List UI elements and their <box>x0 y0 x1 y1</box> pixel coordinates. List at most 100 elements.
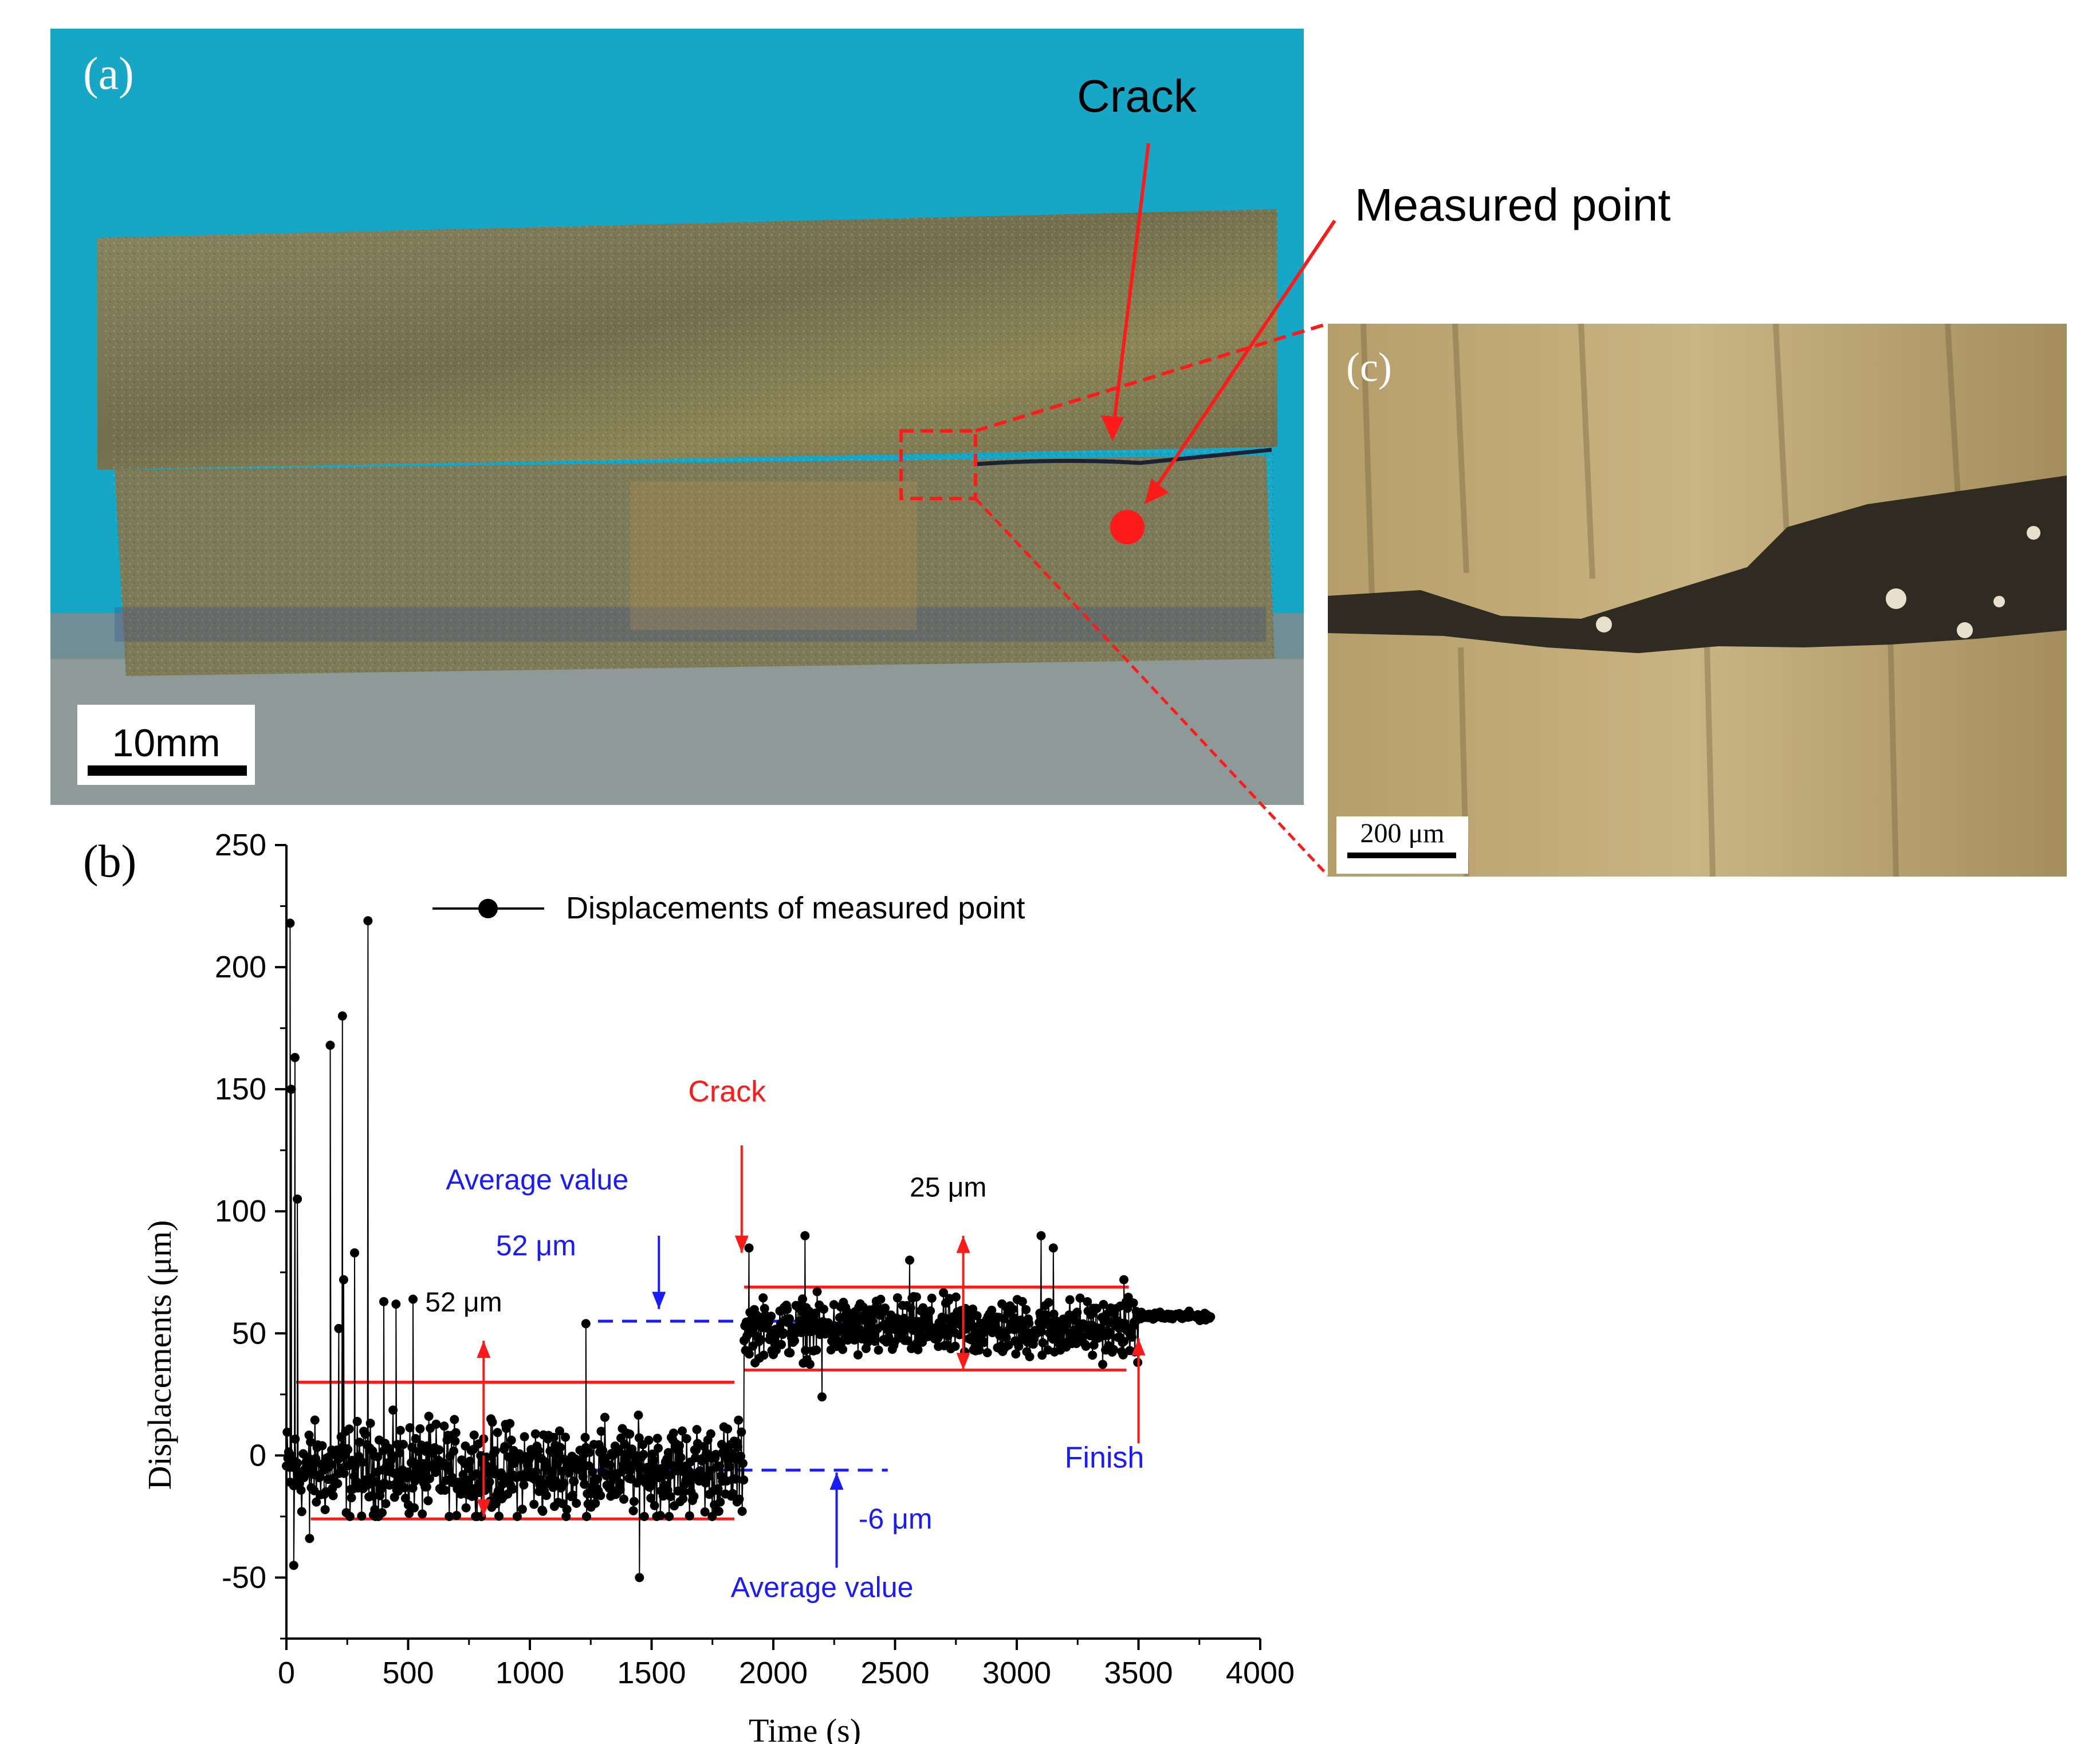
data-point <box>506 1435 516 1445</box>
data-point <box>615 1485 625 1495</box>
legend-label: Displacements of measured point <box>566 891 1025 925</box>
data-point <box>538 1506 548 1516</box>
data-point <box>588 1467 597 1477</box>
data-point <box>580 1432 590 1442</box>
avg-left-label-line1: -6 μm <box>859 1503 933 1535</box>
chart-annotations: 52 μm 25 μm Average value 52 μm -6 μm Average… <box>425 1075 1146 1604</box>
data-point <box>296 1486 306 1495</box>
data-point <box>561 1511 571 1521</box>
data-point <box>345 1511 355 1521</box>
data-point <box>363 916 373 926</box>
data-point <box>593 1474 603 1484</box>
data-point <box>339 1468 349 1478</box>
data-point <box>650 1501 659 1510</box>
avg-right-label-line1: Average value <box>446 1164 628 1196</box>
data-point <box>422 1482 431 1492</box>
data-point <box>689 1491 699 1501</box>
data-point <box>734 1494 744 1504</box>
data-point <box>585 1448 595 1458</box>
panel-a-label: (a) <box>83 49 134 99</box>
pore <box>1886 588 1906 609</box>
data-point <box>782 1305 792 1314</box>
data-point <box>391 1299 401 1309</box>
data-point <box>580 1479 589 1489</box>
data-point <box>533 1446 543 1455</box>
data-point <box>532 1467 541 1476</box>
data-point <box>812 1345 821 1355</box>
data-point <box>415 1471 424 1481</box>
data-point <box>737 1427 746 1437</box>
specimen-photo <box>97 209 1277 676</box>
data-point <box>405 1423 415 1432</box>
data-point <box>512 1511 522 1521</box>
data-point <box>766 1311 776 1321</box>
right-range-label: 25 μm <box>910 1173 986 1203</box>
data-point <box>634 1433 644 1443</box>
data-point <box>1048 1243 1058 1253</box>
data-point <box>498 1479 508 1489</box>
data-point <box>545 1466 554 1476</box>
data-point <box>347 1493 356 1503</box>
data-point <box>505 1419 515 1428</box>
data-point <box>1109 1345 1119 1354</box>
finish-annotation-arrow-head <box>1131 1338 1146 1356</box>
data-point <box>289 1561 298 1570</box>
y-tick-label: 150 <box>215 1072 266 1106</box>
data-point <box>777 1340 786 1349</box>
crack-annotation-arrow-head <box>734 1235 749 1253</box>
crack-arrow <box>1111 143 1150 436</box>
data-point <box>311 1454 320 1463</box>
data-point <box>297 1507 306 1517</box>
data-point <box>333 1479 343 1488</box>
data-point <box>744 1349 754 1359</box>
data-point <box>1118 1350 1128 1360</box>
data-point <box>290 1052 300 1062</box>
zoom-box <box>899 429 977 500</box>
zoom-connector-top <box>975 322 1328 433</box>
data-point <box>1088 1350 1098 1360</box>
data-point <box>790 1336 799 1346</box>
data-point <box>555 1426 564 1436</box>
avg-right-label-line2: 52 μm <box>496 1230 576 1262</box>
data-point <box>713 1484 723 1494</box>
data-point <box>1103 1330 1112 1340</box>
measured-point-arrow <box>1147 219 1336 500</box>
data-point <box>520 1432 529 1441</box>
data-point <box>600 1412 609 1422</box>
data-point <box>357 1458 367 1467</box>
data-point <box>892 1293 902 1303</box>
chart-axes: 0 500 1000 1500 2000 2500 3000 3500 4000 -50 0 50 10… <box>215 828 1295 1690</box>
left-range-label: 52 μm <box>425 1287 502 1318</box>
data-point <box>819 1305 828 1314</box>
data-point <box>471 1469 481 1479</box>
data-point <box>440 1486 450 1495</box>
scale-bar-label: 10mm <box>112 721 221 765</box>
pore <box>1993 596 2005 607</box>
panel-b-label: (b) <box>83 836 136 887</box>
y-tick-label: -50 <box>222 1560 266 1594</box>
data-point <box>911 1292 921 1302</box>
y-tick-label: 100 <box>215 1194 266 1228</box>
data-point <box>439 1421 449 1431</box>
data-point <box>811 1308 820 1318</box>
data-point <box>762 1323 772 1333</box>
data-point <box>927 1293 937 1303</box>
data-point <box>1089 1340 1099 1350</box>
data-point <box>415 1424 425 1433</box>
data-point <box>582 1511 591 1521</box>
data-point <box>646 1493 656 1503</box>
data-point <box>1025 1352 1035 1361</box>
data-point <box>778 1328 788 1338</box>
data-point <box>731 1474 741 1484</box>
data-point <box>706 1429 715 1439</box>
data-point <box>725 1462 734 1472</box>
data-point <box>759 1350 769 1360</box>
measured-point-marker <box>1110 510 1145 544</box>
data-point <box>647 1478 656 1488</box>
data-point <box>467 1491 477 1501</box>
data-point <box>738 1459 748 1468</box>
data-point <box>812 1287 822 1297</box>
data-point <box>339 1275 348 1285</box>
panel-c-scale-bar-label: 200 μm <box>1360 818 1444 849</box>
data-point <box>639 1450 648 1459</box>
